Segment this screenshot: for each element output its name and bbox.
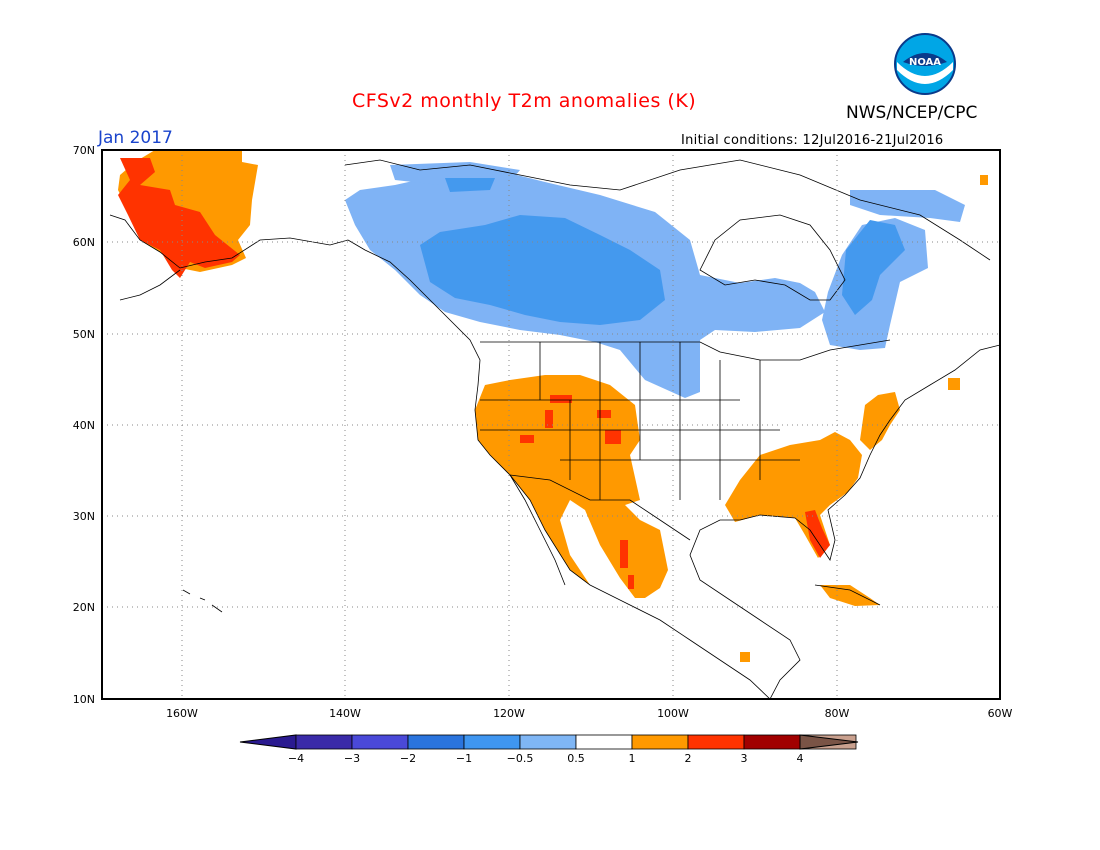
colorbar-swatch — [295, 734, 353, 750]
latitude-axis: 70N 60N 50N 40N 30N 20N 10N — [73, 144, 95, 706]
warm-spot-nova-scotia — [948, 378, 960, 390]
colorbar-swatch — [463, 734, 521, 750]
colorbar-label: −4 — [288, 752, 304, 765]
cuba-coast — [814, 584, 881, 606]
coastline-arctic — [344, 159, 991, 261]
canada-us-border — [480, 339, 891, 361]
lon-tick-label: 100W — [657, 707, 689, 720]
lon-tick-label: 140W — [329, 707, 361, 720]
anomaly-shading — [118, 150, 988, 662]
baja-peninsula — [509, 474, 566, 586]
lon-tick-label: 120W — [493, 707, 525, 720]
colorbar-swatch — [407, 734, 465, 750]
lat-tick-label: 20N — [73, 601, 95, 614]
coastline-alaska — [109, 214, 349, 269]
agency-label: NWS/NCEP/CPC — [846, 103, 978, 123]
colorbar-swatch — [519, 734, 577, 750]
longitude-axis: 160W 140W 120W 100W 80W 60W — [166, 707, 1012, 720]
warm-anomaly-northeast — [860, 392, 900, 450]
lat-tick-label: 40N — [73, 419, 95, 432]
us-mexico-border — [509, 474, 691, 541]
colorbar-swatch — [743, 734, 801, 750]
colorbar-swatch — [351, 734, 409, 750]
cold-anomaly-labrador — [850, 190, 965, 222]
warm-spot-7 — [628, 575, 634, 589]
warm-spot-central-america — [740, 652, 750, 662]
colorbar-label: 4 — [797, 752, 804, 765]
map-frame — [101, 149, 1001, 700]
colorbar-label: −0.5 — [507, 752, 534, 765]
forecast-period: Jan 2017 — [98, 128, 173, 148]
warm-anomaly-alaska-core — [118, 158, 240, 278]
lat-tick-label: 50N — [73, 328, 95, 341]
coastline-west — [347, 239, 771, 699]
colorbar: −4 −3 −2 −1 −0.5 0.5 1 2 3 4 — [239, 734, 859, 765]
warm-spot-4 — [520, 435, 534, 443]
cold-anomaly-core-north — [445, 178, 495, 192]
warm-anomaly-southeast — [725, 432, 862, 558]
initial-conditions: Initial conditions: 12Jul2016-21Jul2016 — [681, 133, 944, 148]
warm-anomaly-west — [475, 375, 668, 598]
coastlines — [109, 159, 1000, 699]
aleutian-islands — [119, 269, 181, 301]
lat-tick-label: 10N — [73, 693, 95, 706]
us-state-lines — [480, 342, 800, 500]
lon-tick-label: 80W — [825, 707, 850, 720]
hawaii-islands — [182, 589, 223, 613]
colorbar-swatch — [687, 734, 745, 750]
colorbar-swatch — [575, 734, 633, 750]
warm-spot-greenland — [980, 175, 988, 185]
colorbar-label: 2 — [685, 752, 692, 765]
noaa-logo: NOAA — [893, 32, 957, 100]
colorbar-swatch — [631, 734, 689, 750]
map-title: CFSv2 monthly T2m anomalies (K) — [352, 90, 697, 112]
warm-spot-6 — [620, 540, 628, 568]
warm-spot-2 — [545, 410, 553, 428]
lon-tick-label: 160W — [166, 707, 198, 720]
coastline-gulf — [689, 344, 1000, 699]
cold-anomaly-core — [420, 215, 665, 325]
lat-tick-label: 60N — [73, 236, 95, 249]
coastline-hudson-bay — [699, 214, 846, 301]
colorbar-label: −2 — [400, 752, 416, 765]
warm-spot-3 — [597, 410, 611, 418]
colorbar-label: 3 — [741, 752, 748, 765]
colorbar-label: −3 — [344, 752, 360, 765]
warm-spot-1 — [550, 395, 572, 403]
warm-spot-5 — [605, 430, 621, 444]
lon-tick-label: 60W — [988, 707, 1013, 720]
lat-tick-label: 70N — [73, 144, 95, 157]
lat-tick-label: 30N — [73, 510, 95, 523]
warm-anomaly-cuba — [820, 585, 880, 606]
colorbar-high-arrow — [799, 734, 859, 750]
noaa-logo-text: NOAA — [909, 57, 941, 68]
colorbar-low-arrow — [239, 734, 297, 750]
cold-anomaly-core-east — [842, 220, 905, 315]
warm-anomaly-florida-core — [805, 510, 830, 558]
colorbar-label: 0.5 — [567, 752, 585, 765]
colorbar-label: −1 — [456, 752, 472, 765]
colorbar-label: 1 — [629, 752, 636, 765]
